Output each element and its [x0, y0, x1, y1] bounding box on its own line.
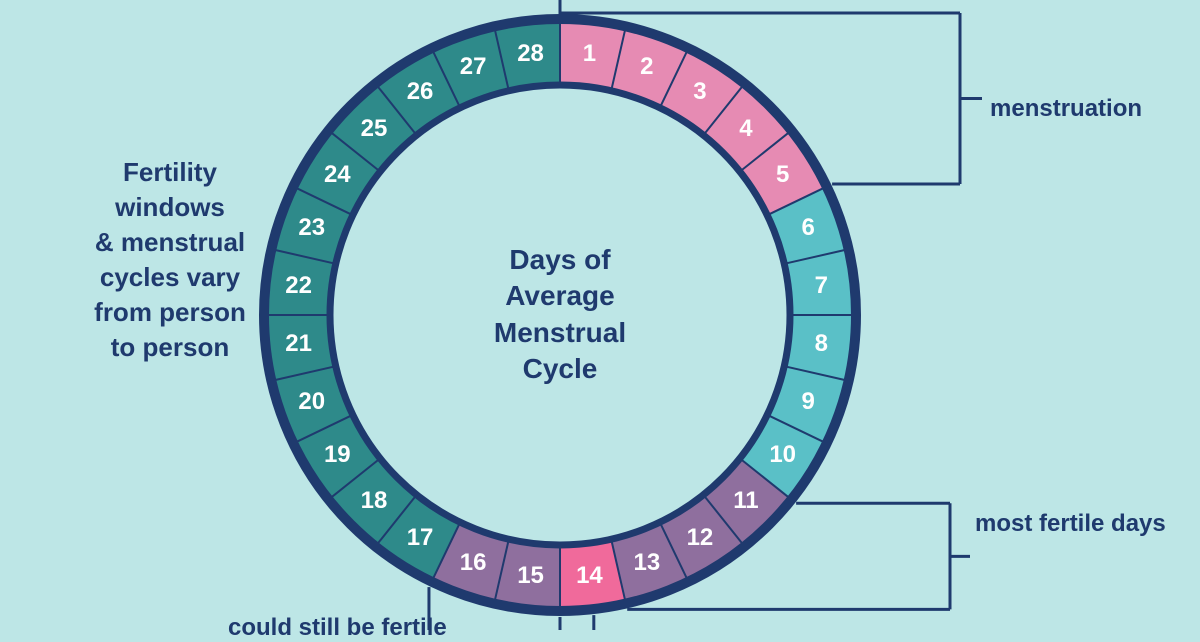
day-number-28: 28	[517, 40, 544, 68]
day-number-18: 18	[361, 487, 388, 515]
day-number-14: 14	[576, 562, 603, 590]
day-number-22: 22	[285, 272, 312, 300]
day-number-21: 21	[285, 330, 312, 358]
day-number-24: 24	[324, 161, 351, 189]
day-number-12: 12	[687, 524, 714, 552]
day-number-17: 17	[407, 524, 434, 552]
day-number-15: 15	[517, 562, 544, 590]
day-number-9: 9	[802, 388, 815, 416]
diagram-stage: Fertility windows & menstrual cycles var…	[0, 0, 1200, 630]
callout-could-still-be-fertile: could still be fertile	[228, 614, 447, 642]
callout-most-fertile-days: most fertile days	[975, 510, 1166, 538]
day-number-27: 27	[460, 53, 487, 81]
day-number-7: 7	[815, 272, 828, 300]
day-number-5: 5	[776, 161, 789, 189]
day-number-11: 11	[733, 487, 758, 515]
callout-menstruation: menstruation	[990, 95, 1142, 123]
day-number-2: 2	[640, 53, 653, 81]
day-number-20: 20	[298, 388, 325, 416]
day-number-8: 8	[815, 330, 828, 358]
day-number-25: 25	[361, 115, 388, 143]
day-number-1: 1	[583, 40, 596, 68]
side-note: Fertility windows & menstrual cycles var…	[40, 155, 300, 366]
day-number-13: 13	[634, 549, 661, 577]
day-number-26: 26	[407, 78, 434, 106]
day-number-10: 10	[769, 441, 796, 469]
day-number-6: 6	[802, 214, 815, 242]
day-number-23: 23	[298, 214, 325, 242]
day-number-16: 16	[460, 549, 487, 577]
day-number-3: 3	[693, 78, 706, 106]
day-number-19: 19	[324, 441, 351, 469]
day-number-4: 4	[739, 115, 752, 143]
center-title: Days of Average Menstrual Cycle	[494, 242, 626, 388]
